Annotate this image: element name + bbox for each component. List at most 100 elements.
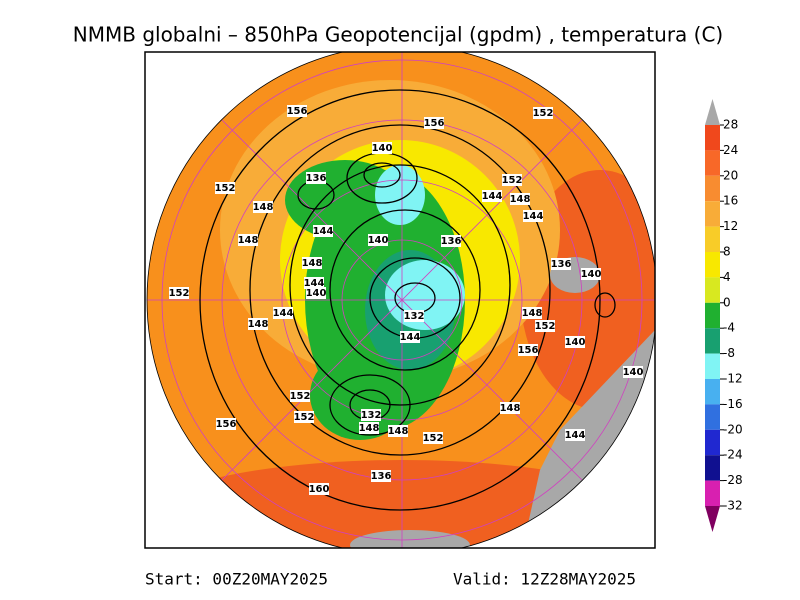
- contour-label-box: [423, 432, 443, 444]
- contour-label-box: [623, 366, 643, 378]
- colorbar-label: 12: [723, 219, 738, 233]
- contour-label-box: [565, 336, 585, 348]
- colorbar-box: [705, 480, 720, 506]
- contour-label-box: [238, 234, 258, 246]
- contour-label: 152: [535, 321, 556, 332]
- contour-label: 160: [309, 484, 330, 495]
- colorbar-label: -20: [723, 422, 743, 436]
- contour-label-box: [565, 429, 585, 441]
- contour-label-box: [424, 117, 444, 129]
- colorbar-label: -12: [723, 372, 743, 386]
- contour-label: 148: [238, 235, 259, 246]
- contour-label-box: [306, 172, 326, 184]
- contour-label: 136: [551, 259, 572, 270]
- contour-label-box: [482, 190, 502, 202]
- contour-label: 152: [294, 412, 315, 423]
- contour-label-box: [441, 235, 461, 247]
- colorbar-box: [705, 252, 720, 278]
- contour-label: 148: [302, 258, 323, 269]
- colorbar-box: [705, 328, 720, 354]
- contour-label-box: [522, 307, 542, 319]
- contour-label: 140: [372, 143, 393, 154]
- contour-label-box: [273, 307, 293, 319]
- colorbar-label: -24: [723, 448, 743, 462]
- colorbar-label: -32: [723, 499, 743, 513]
- contour-label: 144: [523, 211, 544, 222]
- colorbar-label: 0: [723, 295, 731, 309]
- contour-label: 140: [623, 367, 644, 378]
- contour-label: 144: [400, 332, 421, 343]
- start-time: Start: 00Z20MAY2025: [145, 570, 328, 589]
- contour-label: 156: [518, 345, 539, 356]
- contour-label-box: [215, 182, 235, 194]
- contour-label-box: [368, 234, 388, 246]
- contour-label-box: [313, 225, 333, 237]
- map-title: NMMB globalni – 850hPa Geopotencijal (gp…: [73, 23, 723, 47]
- contour-label: 148: [510, 194, 531, 205]
- contour-label-box: [551, 258, 571, 270]
- colorbar-box: [705, 277, 720, 303]
- contour-label-box: [306, 287, 326, 299]
- contour-label-box: [400, 331, 420, 343]
- valid-time: Valid: 12Z28MAY2025: [453, 570, 636, 589]
- colorbar-label: -16: [723, 397, 743, 411]
- contour-label: 140: [581, 269, 602, 280]
- contour-label-box: [500, 402, 520, 414]
- contour-label: 132: [404, 311, 425, 322]
- colorbar-label: 24: [723, 143, 738, 157]
- contour-label-box: [359, 422, 379, 434]
- contour-label: 152: [169, 288, 190, 299]
- contour-label-box: [304, 277, 324, 289]
- contour-label-box: [404, 310, 424, 322]
- contour-label: 144: [304, 278, 325, 289]
- contour-label: 156: [287, 106, 308, 117]
- colorbar-box: [705, 150, 720, 176]
- colorbar-box: [705, 429, 720, 456]
- contour-label: 136: [371, 471, 392, 482]
- contour-label: 152: [290, 391, 311, 402]
- colorbar-label: 28: [723, 118, 738, 132]
- contour-label-box: [361, 409, 381, 421]
- contour-label-box: [388, 425, 408, 437]
- contour-label: 148: [522, 308, 543, 319]
- colorbar-box: [705, 404, 720, 430]
- colorbar-label: 16: [723, 194, 738, 208]
- colorbar-box: [705, 125, 720, 151]
- colorbar-label: 20: [723, 168, 738, 182]
- contour-label: 140: [306, 288, 327, 299]
- colorbar-box: [705, 226, 720, 252]
- contour-label: 148: [388, 426, 409, 437]
- contour-label-box: [253, 201, 273, 213]
- contour-label: 136: [441, 236, 462, 247]
- contour-label-box: [248, 318, 268, 330]
- colorbar-box: [705, 353, 720, 379]
- contour-label: 144: [565, 430, 586, 441]
- contour-label-box: [309, 483, 329, 495]
- contour-label-box: [290, 390, 310, 402]
- contour-label-box: [581, 268, 601, 280]
- colorbar-label: 4: [723, 270, 731, 284]
- contour-label-box: [372, 142, 392, 154]
- contour-label-box: [535, 320, 555, 332]
- contour-label: 140: [565, 337, 586, 348]
- contour-label: 148: [253, 202, 274, 213]
- contour-label-box: [502, 174, 522, 186]
- colorbar-label: -4: [723, 321, 735, 335]
- contour-label-box: [287, 105, 307, 117]
- contour-label-box: [518, 344, 538, 356]
- contour-label-box: [302, 257, 322, 269]
- map-frame: [144, 51, 656, 549]
- contour-label: 144: [273, 308, 294, 319]
- colorbar-under: [705, 506, 720, 532]
- contour-label: 152: [502, 175, 523, 186]
- contour-label-box: [523, 210, 543, 222]
- colorbar-box: [705, 302, 720, 329]
- contour-label: 152: [533, 108, 554, 119]
- contour-label: 152: [423, 433, 444, 444]
- contour-label-box: [371, 470, 391, 482]
- contour-label: 148: [248, 319, 269, 330]
- contour-label: 156: [424, 118, 445, 129]
- colorbar-box: [705, 201, 720, 227]
- contour-label-box: [294, 411, 314, 423]
- colorbar-over: [705, 99, 720, 125]
